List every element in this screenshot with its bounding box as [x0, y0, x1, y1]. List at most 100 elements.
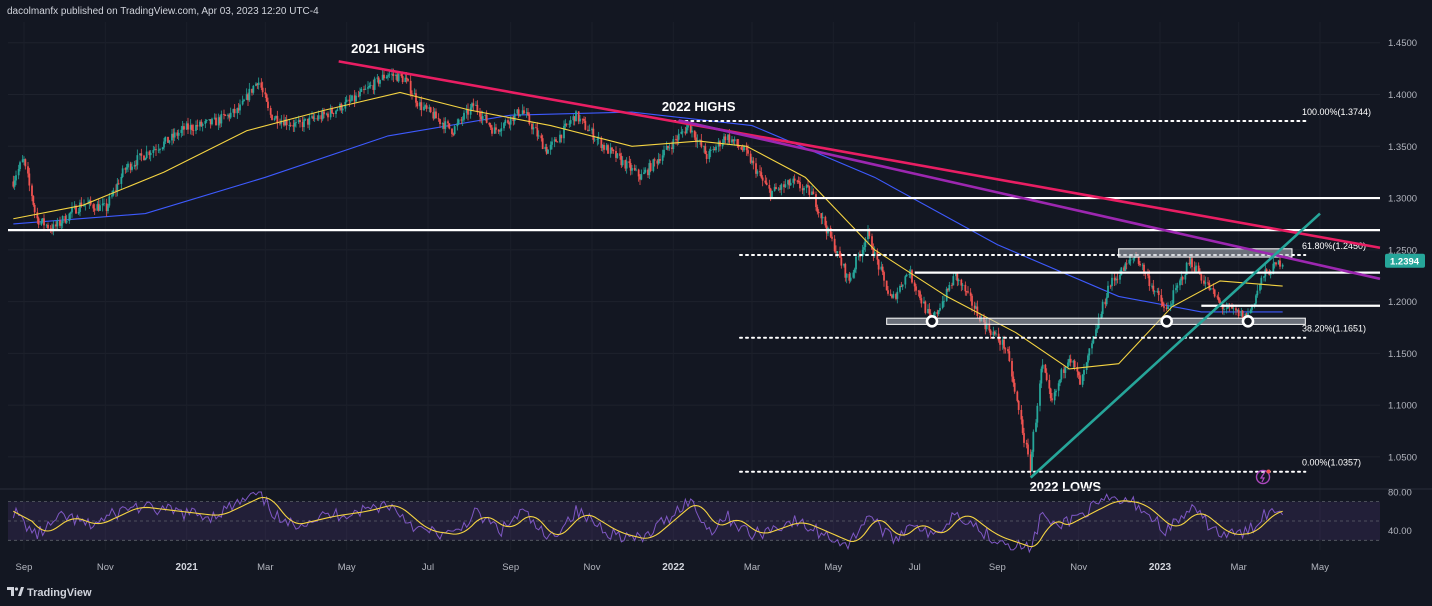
- candle-body[interactable]: [885, 280, 888, 291]
- candle-body[interactable]: [1039, 383, 1041, 406]
- candle-body[interactable]: [1044, 364, 1047, 373]
- candle-body[interactable]: [136, 155, 139, 166]
- candle-body[interactable]: [192, 130, 195, 131]
- candle-body[interactable]: [705, 153, 708, 159]
- candle-body[interactable]: [649, 163, 652, 171]
- candle-body[interactable]: [103, 203, 105, 205]
- candle-body[interactable]: [793, 178, 796, 181]
- candle-body[interactable]: [65, 221, 68, 223]
- candle-body[interactable]: [460, 119, 463, 121]
- candle-body[interactable]: [125, 167, 128, 170]
- candle-body[interactable]: [404, 77, 407, 83]
- candle-body[interactable]: [292, 125, 295, 127]
- time-axis[interactable]: Sep Nov 2021 Mar May Jul Sep Nov 2022 Mar May Jul Se…: [16, 562, 1330, 573]
- candle-body[interactable]: [1076, 367, 1079, 372]
- candle-body[interactable]: [395, 74, 397, 76]
- candle-body[interactable]: [1232, 308, 1235, 310]
- candle-body[interactable]: [733, 139, 736, 142]
- candle-body[interactable]: [1169, 305, 1172, 307]
- candle-body[interactable]: [687, 124, 689, 128]
- candle-body[interactable]: [1133, 256, 1136, 259]
- candle-body[interactable]: [124, 168, 127, 170]
- candle-body[interactable]: [40, 221, 43, 225]
- candle-body[interactable]: [437, 118, 440, 120]
- candle-body[interactable]: [213, 117, 216, 119]
- candle-body[interactable]: [1163, 306, 1165, 308]
- candle-body[interactable]: [857, 256, 860, 258]
- candle-body[interactable]: [905, 274, 908, 277]
- candle-body[interactable]: [919, 291, 921, 299]
- candle-body[interactable]: [97, 204, 100, 211]
- candle-body[interactable]: [816, 207, 819, 212]
- candle-body[interactable]: [592, 128, 595, 140]
- candle-body[interactable]: [239, 104, 241, 111]
- candle-body[interactable]: [415, 93, 417, 103]
- candle-body[interactable]: [924, 301, 927, 313]
- candle-body[interactable]: [1124, 263, 1127, 271]
- candle-body[interactable]: [1031, 451, 1033, 472]
- candle-body[interactable]: [721, 142, 724, 147]
- candle-body[interactable]: [709, 149, 712, 152]
- candle-body[interactable]: [224, 114, 227, 116]
- candle-body[interactable]: [177, 132, 180, 136]
- candle-body[interactable]: [45, 224, 48, 226]
- candle-body[interactable]: [200, 121, 203, 126]
- candle-body[interactable]: [444, 121, 447, 129]
- candle-body[interactable]: [428, 107, 431, 109]
- price-axis[interactable]: 1.4500 1.4000 1.3500 1.3000 1.2500 1.2000 1.15…: [1388, 38, 1417, 463]
- candle-body[interactable]: [351, 95, 353, 101]
- candle-body[interactable]: [388, 74, 391, 76]
- candle-body[interactable]: [96, 204, 99, 211]
- candle-body[interactable]: [631, 168, 633, 171]
- candle-body[interactable]: [909, 270, 912, 275]
- candle-body[interactable]: [33, 204, 36, 213]
- candle-body[interactable]: [633, 168, 636, 170]
- candle-body[interactable]: [261, 87, 264, 93]
- candle-body[interactable]: [829, 227, 832, 237]
- candle-body[interactable]: [663, 149, 665, 156]
- candle-body[interactable]: [955, 272, 957, 277]
- candle-body[interactable]: [975, 306, 977, 309]
- candle-body[interactable]: [521, 110, 524, 115]
- candle-body[interactable]: [1004, 348, 1007, 350]
- candle-body[interactable]: [540, 135, 543, 139]
- trendline-channel[interactable]: [678, 119, 1381, 281]
- candle-body[interactable]: [761, 177, 764, 181]
- candle-body[interactable]: [435, 111, 437, 119]
- candle-body[interactable]: [1013, 382, 1016, 392]
- candle-body[interactable]: [1167, 306, 1169, 310]
- candle-body[interactable]: [1023, 433, 1025, 443]
- candle-body[interactable]: [812, 191, 815, 195]
- candle-body[interactable]: [881, 266, 884, 273]
- candle-body[interactable]: [948, 284, 951, 291]
- candle-body[interactable]: [805, 185, 808, 188]
- candle-body[interactable]: [288, 125, 291, 126]
- candle-body[interactable]: [624, 160, 627, 169]
- candle-body[interactable]: [276, 116, 279, 124]
- candle-body[interactable]: [993, 331, 996, 335]
- candle-body[interactable]: [13, 180, 16, 187]
- candle-body[interactable]: [1279, 260, 1281, 267]
- candle-body[interactable]: [717, 141, 720, 147]
- candle-body[interactable]: [168, 140, 171, 143]
- candle-body[interactable]: [764, 180, 767, 183]
- candle-body[interactable]: [988, 323, 991, 331]
- candle-body[interactable]: [727, 134, 729, 141]
- candle-body[interactable]: [792, 178, 795, 183]
- candle-body[interactable]: [316, 118, 319, 120]
- candle-body[interactable]: [1272, 263, 1275, 275]
- candle-body[interactable]: [864, 239, 867, 248]
- candle-body[interactable]: [1219, 300, 1221, 304]
- candle-body[interactable]: [161, 147, 164, 149]
- candle-body[interactable]: [1067, 362, 1069, 367]
- candle-body[interactable]: [848, 273, 851, 281]
- candle-body[interactable]: [236, 108, 239, 114]
- candle-body[interactable]: [1129, 259, 1132, 261]
- candle-body[interactable]: [75, 205, 77, 214]
- candle-body[interactable]: [1072, 360, 1075, 363]
- candle-body[interactable]: [1049, 388, 1052, 399]
- candle-body[interactable]: [743, 146, 745, 151]
- candle-body[interactable]: [180, 129, 183, 133]
- candle-body[interactable]: [360, 88, 363, 92]
- candle-body[interactable]: [411, 93, 413, 95]
